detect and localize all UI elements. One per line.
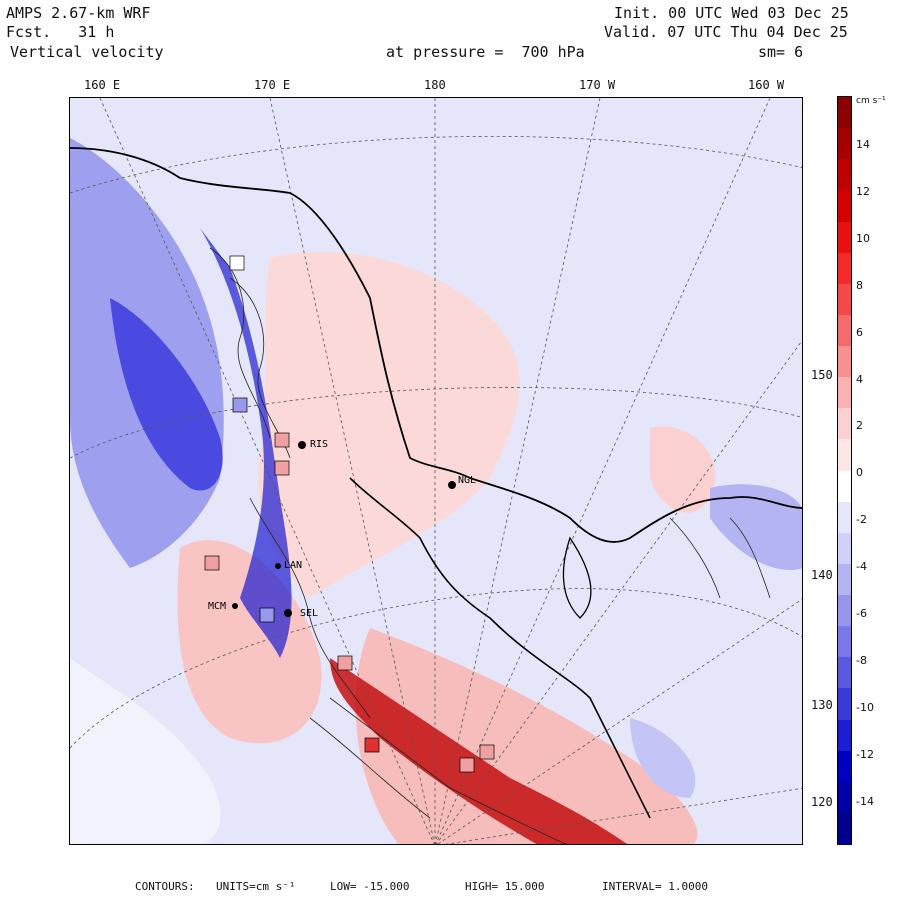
negative-region-east [710, 484, 802, 570]
colorbar-segment [838, 501, 851, 534]
colorbar-segment [838, 626, 851, 658]
colorbar-segment [838, 657, 851, 689]
positive-region-east [650, 426, 716, 513]
colorbar-segment [838, 688, 851, 720]
station-sel: SEL [284, 608, 318, 619]
colorbar-segment [838, 159, 851, 191]
colorbar-tick-label: 8 [856, 278, 863, 292]
colorbar-segment [838, 314, 851, 347]
forecast-hour: Fcst. 31 h [6, 23, 115, 41]
colorbar-units: cm s⁻¹ [856, 96, 886, 106]
colorbar-segment [838, 563, 851, 596]
footer-units: UNITS=cm s⁻¹ [216, 880, 296, 893]
footer-low: LOW= -15.000 [330, 880, 410, 893]
colorbar-tick-label: -6 [856, 607, 867, 620]
mountain-negative-band [200, 228, 292, 658]
model-title: AMPS 2.67-km WRF [6, 4, 151, 22]
station-label-ngl: NGL [458, 475, 476, 486]
colorbar-segment [838, 719, 851, 752]
vertical-velocity-map: NGL LAN SEL RIS MCM [69, 97, 803, 845]
positive-region-south [355, 628, 698, 844]
white-region-sw [70, 658, 221, 844]
colorbar-segment [838, 470, 851, 503]
coastline [70, 147, 802, 543]
colorbar-segment [838, 283, 851, 316]
negative-region-se [630, 718, 696, 798]
colorbar-segment [838, 781, 851, 814]
station-lan: LAN [275, 560, 302, 571]
colorbar-tick-label: -8 [856, 653, 867, 667]
station-mcm: MCM [208, 601, 238, 612]
valid-time: Valid. 07 UTC Thu 04 Dec 25 [604, 23, 848, 41]
colorbar-tick-label: -10 [856, 700, 874, 714]
station-label-ris: RIS [310, 439, 328, 450]
station-ngl: NGL [448, 475, 476, 489]
lon-label-160e: 160 E [84, 78, 121, 92]
colorbar-tick-label: 12 [856, 184, 870, 198]
colorbar-segment [838, 190, 851, 222]
colorbar-tick-label: 4 [856, 372, 863, 386]
pressure-level: at pressure = 700 hPa [386, 43, 585, 61]
colorbar-segment [838, 532, 851, 565]
footer-interval: INTERVAL= 1.0000 [602, 880, 708, 893]
station-label-sel: SEL [300, 608, 318, 619]
colorbar-segment [838, 812, 851, 845]
map-svg: NGL LAN SEL RIS MCM [70, 98, 802, 844]
colorbar-tick-label: -14 [856, 794, 874, 808]
smoothing: sm= 6 [758, 43, 804, 61]
contour-label-boxes [204, 255, 495, 773]
footer-high: HIGH= 15.000 [465, 880, 545, 893]
lon-label-160w: 160 W [748, 78, 785, 92]
colorbar-tick-label: 14 [856, 138, 870, 151]
colorbar-tick-label: 0 [856, 466, 863, 480]
colorbar-segment [838, 252, 851, 285]
colorbar-segment [838, 128, 851, 160]
strong-positive-band [330, 658, 628, 844]
lon-label-170w: 170 W [579, 78, 616, 92]
colorbar-segment [838, 346, 851, 378]
graticule [70, 98, 802, 844]
lon-label-180: 180 [424, 78, 446, 92]
colorbar-tick-label: -2 [856, 513, 867, 527]
station-ris: RIS [298, 439, 328, 450]
colorbar-segment [838, 408, 851, 440]
lon-label-170e: 170 E [254, 78, 291, 92]
colorbar-tick-label: -4 [856, 560, 867, 574]
grounding-line [349, 477, 651, 819]
colorbar-segment [838, 97, 851, 129]
colorbar-tick-label: 2 [856, 419, 863, 433]
island-outline [562, 536, 592, 619]
init-time: Init. 00 UTC Wed 03 Dec 25 [614, 4, 849, 22]
field-name: Vertical velocity [10, 43, 164, 61]
colorbar-tick-label: 10 [856, 231, 870, 245]
contour-lines [209, 247, 771, 844]
station-label-mcm: MCM [208, 601, 226, 612]
colorbar-segment [838, 439, 851, 471]
colorbar-segment [838, 595, 851, 627]
colorbar-segment [838, 750, 851, 783]
colorbar-segment [838, 221, 851, 254]
station-label-lan: LAN [284, 560, 302, 571]
colorbar-tick-label: 6 [856, 325, 863, 339]
colorbar [837, 96, 852, 845]
colorbar-segment [838, 377, 851, 409]
footer-contours: CONTOURS: [135, 880, 195, 893]
colorbar-tick-label: -12 [856, 747, 874, 761]
ross-shelf-positive-region [258, 251, 520, 598]
strong-negative-region [110, 298, 223, 491]
